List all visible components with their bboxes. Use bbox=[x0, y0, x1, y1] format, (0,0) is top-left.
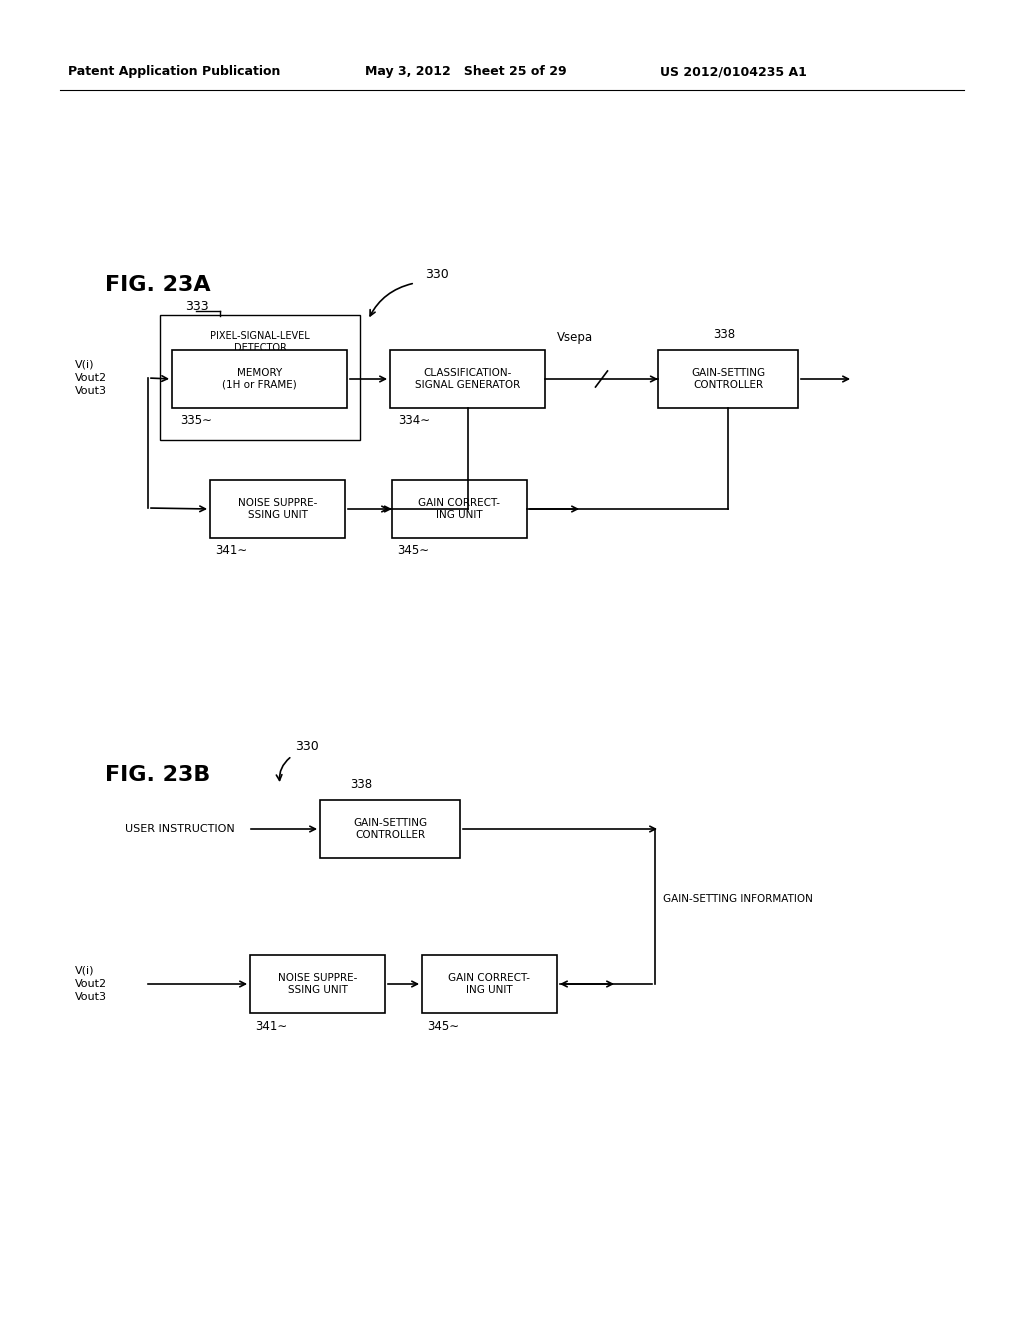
Text: Vsepa: Vsepa bbox=[557, 331, 593, 345]
Text: USER INSTRUCTION: USER INSTRUCTION bbox=[125, 824, 234, 834]
Text: US 2012/0104235 A1: US 2012/0104235 A1 bbox=[660, 66, 807, 78]
Text: NOISE SUPPRE-
SSING UNIT: NOISE SUPPRE- SSING UNIT bbox=[278, 973, 357, 995]
Text: 330: 330 bbox=[425, 268, 449, 281]
Text: 333: 333 bbox=[185, 301, 209, 314]
Text: Patent Application Publication: Patent Application Publication bbox=[68, 66, 281, 78]
Text: CLASSIFICATION-
SIGNAL GENERATOR: CLASSIFICATION- SIGNAL GENERATOR bbox=[415, 368, 520, 389]
Text: FIG. 23A: FIG. 23A bbox=[105, 275, 211, 294]
Text: GAIN CORRECT-
ING UNIT: GAIN CORRECT- ING UNIT bbox=[449, 973, 530, 995]
Text: 341∼: 341∼ bbox=[215, 544, 247, 557]
Text: May 3, 2012   Sheet 25 of 29: May 3, 2012 Sheet 25 of 29 bbox=[365, 66, 566, 78]
Text: 330: 330 bbox=[295, 741, 318, 754]
Text: 334∼: 334∼ bbox=[398, 414, 430, 428]
Text: GAIN CORRECT-
ING UNIT: GAIN CORRECT- ING UNIT bbox=[419, 498, 501, 520]
Text: PIXEL-SIGNAL-LEVEL
DETECTOR: PIXEL-SIGNAL-LEVEL DETECTOR bbox=[210, 331, 310, 352]
Text: 338: 338 bbox=[350, 779, 372, 792]
Text: 335∼: 335∼ bbox=[180, 414, 212, 428]
Text: V(i)
Vout2
Vout3: V(i) Vout2 Vout3 bbox=[75, 966, 108, 1002]
Text: 338: 338 bbox=[713, 329, 735, 342]
Text: MEMORY
(1H or FRAME): MEMORY (1H or FRAME) bbox=[222, 368, 297, 389]
Text: 345∼: 345∼ bbox=[427, 1019, 459, 1032]
FancyBboxPatch shape bbox=[422, 954, 557, 1012]
FancyBboxPatch shape bbox=[210, 480, 345, 539]
FancyBboxPatch shape bbox=[250, 954, 385, 1012]
Text: FIG. 23B: FIG. 23B bbox=[105, 766, 210, 785]
Text: 341∼: 341∼ bbox=[255, 1019, 288, 1032]
FancyBboxPatch shape bbox=[658, 350, 798, 408]
FancyBboxPatch shape bbox=[392, 480, 527, 539]
Text: GAIN-SETTING INFORMATION: GAIN-SETTING INFORMATION bbox=[663, 894, 813, 904]
FancyBboxPatch shape bbox=[390, 350, 545, 408]
Text: GAIN-SETTING
CONTROLLER: GAIN-SETTING CONTROLLER bbox=[691, 368, 765, 389]
FancyBboxPatch shape bbox=[319, 800, 460, 858]
Text: NOISE SUPPRE-
SSING UNIT: NOISE SUPPRE- SSING UNIT bbox=[238, 498, 317, 520]
Text: GAIN-SETTING
CONTROLLER: GAIN-SETTING CONTROLLER bbox=[353, 818, 427, 840]
FancyBboxPatch shape bbox=[172, 350, 347, 408]
FancyBboxPatch shape bbox=[160, 315, 360, 440]
Text: 345∼: 345∼ bbox=[397, 544, 429, 557]
Text: V(i)
Vout2
Vout3: V(i) Vout2 Vout3 bbox=[75, 360, 108, 396]
